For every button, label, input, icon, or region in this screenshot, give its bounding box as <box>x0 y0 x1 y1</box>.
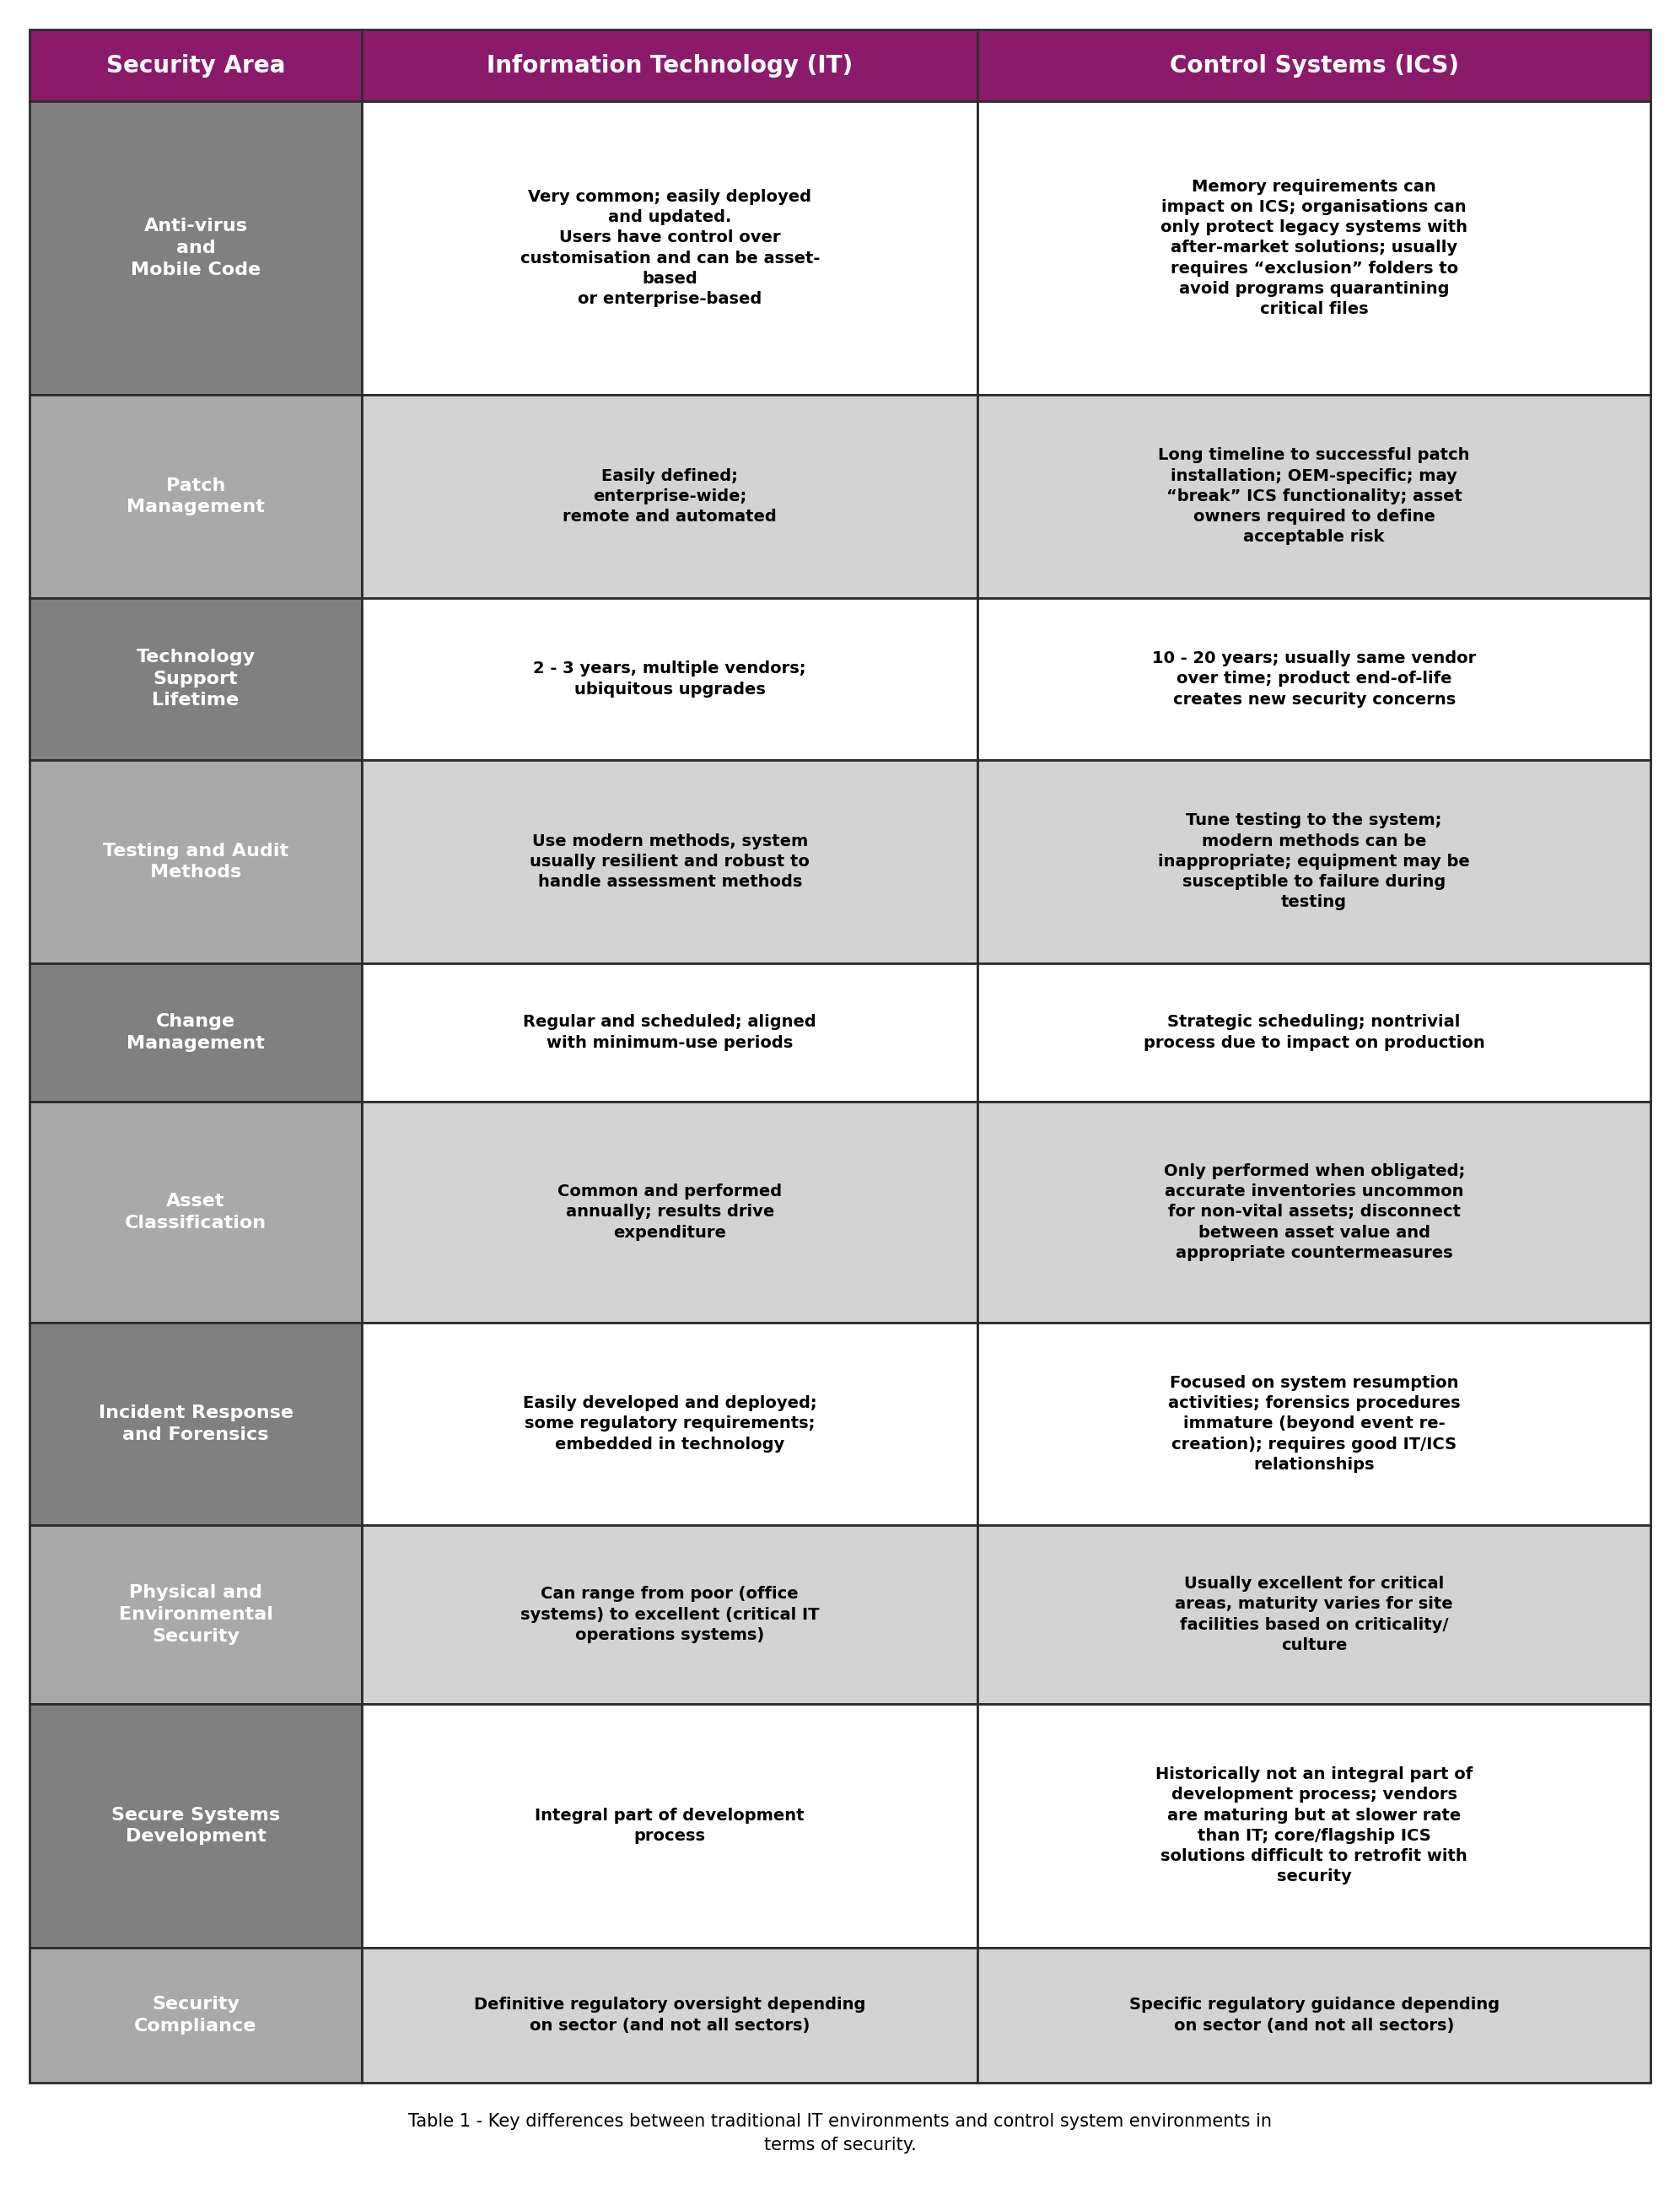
Bar <box>361 1526 978 1704</box>
Text: Asset
Classification: Asset Classification <box>124 1193 267 1230</box>
Bar <box>30 1323 361 1526</box>
Text: Tune testing to the system;
modern methods can be
inappropriate; equipment may b: Tune testing to the system; modern metho… <box>1158 814 1470 911</box>
Bar <box>978 1526 1650 1704</box>
Bar <box>361 761 978 964</box>
Bar <box>978 101 1650 395</box>
Text: Memory requirements can
impact on ICS; organisations can
only protect legacy sys: Memory requirements can impact on ICS; o… <box>1161 179 1468 318</box>
Text: Change
Management: Change Management <box>126 1014 265 1052</box>
Bar <box>361 29 978 101</box>
Text: Only performed when obligated;
accurate inventories uncommon
for non-vital asset: Only performed when obligated; accurate … <box>1164 1164 1465 1261</box>
Text: Strategic scheduling; nontrivial
process due to impact on production: Strategic scheduling; nontrivial process… <box>1144 1014 1485 1052</box>
Text: 2 - 3 years, multiple vendors;
ubiquitous upgrades: 2 - 3 years, multiple vendors; ubiquitou… <box>533 662 806 697</box>
Bar <box>30 598 361 761</box>
Text: Information Technology (IT): Information Technology (IT) <box>487 53 853 77</box>
Bar <box>361 1102 978 1323</box>
Text: Regular and scheduled; aligned
with minimum-use periods: Regular and scheduled; aligned with mini… <box>522 1014 816 1052</box>
Bar <box>361 1947 978 2084</box>
Text: Usually excellent for critical
areas, maturity varies for site
facilities based : Usually excellent for critical areas, ma… <box>1174 1577 1453 1654</box>
Text: Easily developed and deployed;
some regulatory requirements;
embedded in technol: Easily developed and deployed; some regu… <box>522 1396 816 1453</box>
Text: Control Systems (ICS): Control Systems (ICS) <box>1169 53 1458 77</box>
Bar <box>30 1704 361 1947</box>
Bar <box>361 395 978 598</box>
Bar <box>30 29 361 101</box>
Text: Definitive regulatory oversight depending
on sector (and not all sectors): Definitive regulatory oversight dependin… <box>474 1998 865 2033</box>
Bar <box>978 964 1650 1102</box>
Text: Specific regulatory guidance depending
on sector (and not all sectors): Specific regulatory guidance depending o… <box>1129 1998 1499 2033</box>
Bar <box>30 964 361 1102</box>
Bar <box>30 1102 361 1323</box>
Bar <box>30 101 361 395</box>
Bar <box>361 1704 978 1947</box>
Bar <box>978 1704 1650 1947</box>
Text: Use modern methods, system
usually resilient and robust to
handle assessment met: Use modern methods, system usually resil… <box>529 833 810 891</box>
Bar <box>978 1102 1650 1323</box>
Bar <box>30 761 361 964</box>
Bar <box>30 1526 361 1704</box>
Text: Security Area: Security Area <box>106 53 286 77</box>
Bar <box>361 101 978 395</box>
Text: Can range from poor (office
systems) to excellent (critical IT
operations system: Can range from poor (office systems) to … <box>521 1585 820 1643</box>
Bar <box>30 395 361 598</box>
Bar <box>978 1323 1650 1526</box>
Text: Testing and Audit
Methods: Testing and Audit Methods <box>102 842 289 880</box>
Text: Secure Systems
Development: Secure Systems Development <box>111 1806 281 1846</box>
Bar <box>978 598 1650 761</box>
Bar <box>978 29 1650 101</box>
Text: Long timeline to successful patch
installation; OEM-specific; may
“break” ICS fu: Long timeline to successful patch instal… <box>1158 448 1470 545</box>
Bar <box>361 964 978 1102</box>
Bar <box>978 761 1650 964</box>
Text: Physical and
Environmental
Security: Physical and Environmental Security <box>119 1585 272 1645</box>
Text: Anti-virus
and
Mobile Code: Anti-virus and Mobile Code <box>131 218 260 278</box>
Text: Historically not an integral part of
development process; vendors
are maturing b: Historically not an integral part of dev… <box>1156 1766 1473 1885</box>
Text: Security
Compliance: Security Compliance <box>134 1996 257 2035</box>
Bar <box>978 395 1650 598</box>
Bar <box>978 1947 1650 2084</box>
Text: Focused on system resumption
activities; forensics procedures
immature (beyond e: Focused on system resumption activities;… <box>1168 1376 1460 1473</box>
Text: Very common; easily deployed
and updated.
Users have control over
customisation : Very common; easily deployed and updated… <box>519 190 820 306</box>
Text: Easily defined;
enterprise-wide;
remote and automated: Easily defined; enterprise-wide; remote … <box>563 467 776 525</box>
Bar <box>361 598 978 761</box>
Text: Integral part of development
process: Integral part of development process <box>534 1808 805 1843</box>
Text: Incident Response
and Forensics: Incident Response and Forensics <box>97 1405 292 1442</box>
Text: Common and performed
annually; results drive
expenditure: Common and performed annually; results d… <box>558 1184 781 1241</box>
Text: Table 1 - Key differences between traditional IT environments and control system: Table 1 - Key differences between tradit… <box>408 2112 1272 2154</box>
Text: Technology
Support
Lifetime: Technology Support Lifetime <box>136 648 255 710</box>
Bar <box>361 1323 978 1526</box>
Text: Patch
Management: Patch Management <box>126 476 265 516</box>
Bar <box>30 1947 361 2084</box>
Text: 10 - 20 years; usually same vendor
over time; product end-of-life
creates new se: 10 - 20 years; usually same vendor over … <box>1152 650 1477 708</box>
